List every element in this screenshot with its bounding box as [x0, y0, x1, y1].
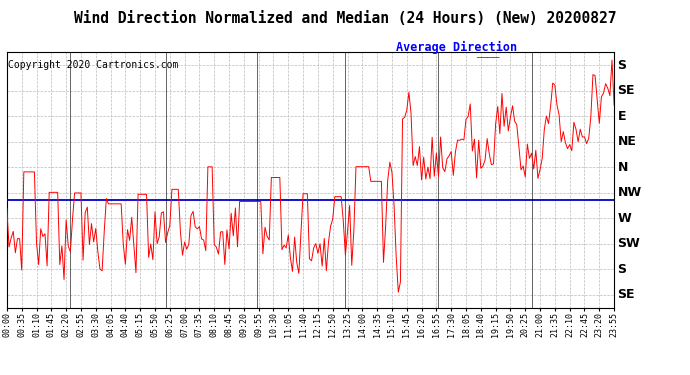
Text: NW: NW: [618, 186, 642, 199]
Text: SW: SW: [618, 237, 640, 250]
Text: E: E: [618, 110, 626, 123]
Text: S: S: [618, 59, 627, 72]
Text: Copyright 2020 Cartronics.com: Copyright 2020 Cartronics.com: [8, 60, 179, 70]
Text: SE: SE: [618, 84, 635, 97]
Text: SE: SE: [618, 288, 635, 301]
Text: S: S: [618, 263, 627, 276]
Text: NE: NE: [618, 135, 636, 148]
Text: Wind Direction Normalized and Median (24 Hours) (New) 20200827: Wind Direction Normalized and Median (24…: [74, 11, 616, 26]
Text: ────: ────: [476, 53, 500, 63]
Text: Average Direction: Average Direction: [396, 41, 518, 54]
Text: W: W: [618, 212, 631, 225]
Text: N: N: [618, 161, 628, 174]
